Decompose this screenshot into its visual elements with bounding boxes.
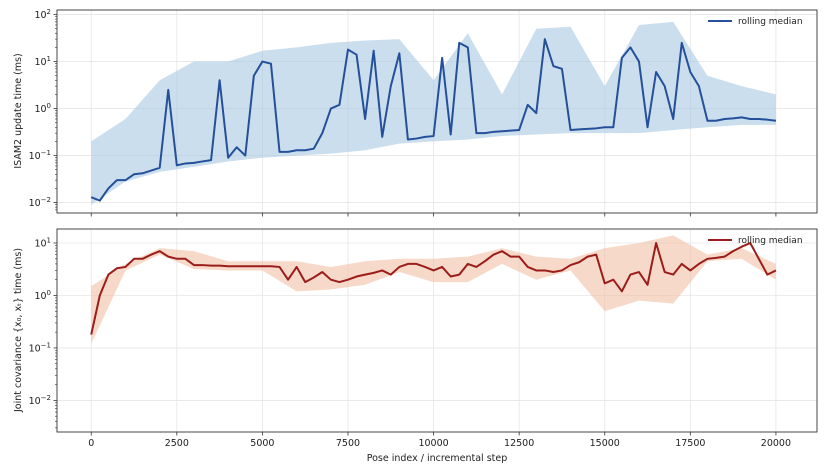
rolling-median-line (90, 242, 777, 335)
y-tick-label: 102 (34, 8, 51, 21)
y-tick-label: 10−2 (29, 196, 51, 209)
rolling-median-line (90, 38, 777, 202)
y-tick-label: 100 (34, 102, 51, 115)
x-tick-label: 20000 (761, 438, 791, 449)
x-axis-label: Pose index / incremental step (367, 453, 508, 464)
x-tick-label: 7500 (336, 438, 360, 449)
axes-frame (56, 228, 818, 433)
bottom-y-axis-label: Joint covariance {x₀, xₜ} time (ms) (13, 248, 24, 413)
y-tick-label: 10−1 (29, 149, 51, 162)
y-tick-label: 10−2 (29, 394, 51, 407)
raw-timing-band (91, 21, 776, 205)
top-y-axis-label: ISAM2 update time (ms) (13, 53, 24, 168)
y-tick-label: 101 (34, 55, 51, 68)
x-tick-label: 2500 (165, 438, 189, 449)
legend-label: rolling median (738, 17, 803, 27)
x-tick-label: 5000 (250, 438, 274, 449)
x-tick-label: 0 (88, 438, 94, 449)
bottom-subplot-covariance: 10−2 10−1 100 101 0 2500 5000 7500 10000 12500 150… (29, 228, 818, 449)
x-tick-label: 10000 (418, 438, 448, 449)
y-tick-label: 100 (34, 289, 51, 302)
axes-frame (56, 9, 818, 214)
x-tick-label: 12500 (504, 438, 534, 449)
x-tick-label: 15000 (590, 438, 620, 449)
legend-label: rolling median (738, 236, 803, 246)
y-tick-label: 10−1 (29, 341, 51, 354)
x-tick-label: 17500 (675, 438, 705, 449)
raw-timing-band (91, 235, 776, 344)
y-tick-label: 101 (34, 237, 51, 250)
top-subplot-isam2: 10−2 10−1 100 101 102 rolling median (29, 8, 818, 217)
